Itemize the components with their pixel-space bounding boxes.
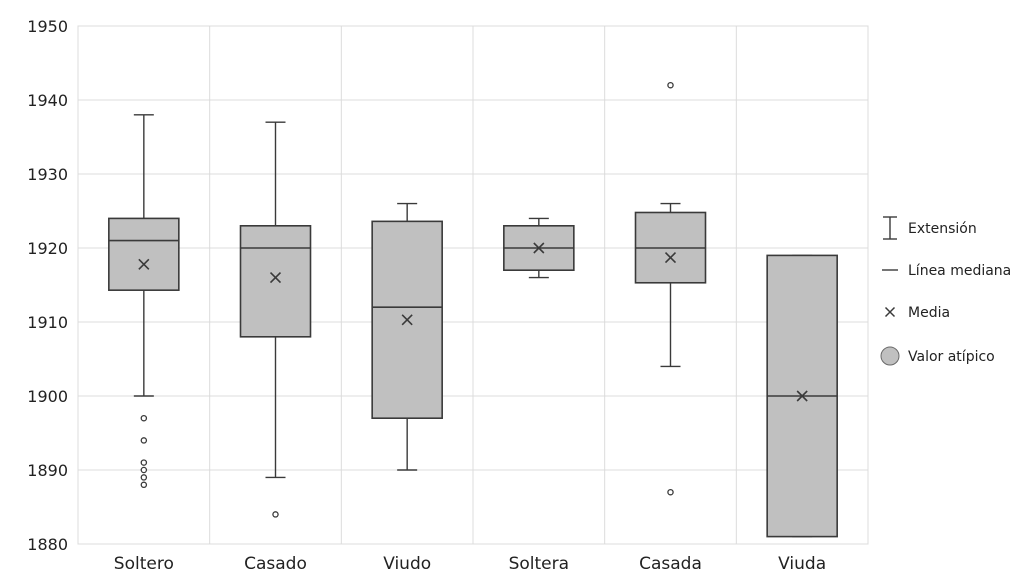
y-tick-label: 1950 <box>27 17 68 36</box>
x-tick-label: Casado <box>244 554 307 574</box>
mean-marker <box>269 272 282 284</box>
outlier-point <box>140 459 148 466</box>
box-group <box>371 202 443 471</box>
box-group <box>239 121 312 518</box>
outlier-point <box>272 511 279 518</box>
legend-item: Extensión <box>883 216 977 240</box>
y-tick-label: 1940 <box>27 91 68 110</box>
outlier-point <box>140 466 148 474</box>
y-axis-tick-labels: 1880 1890 1900 1910 1920 1930 1940 1950 <box>27 17 68 554</box>
legend-label: Extensión <box>908 221 977 237</box>
outlier-point <box>140 414 148 422</box>
mean-marker <box>664 252 677 264</box>
box-iqr <box>108 217 180 291</box>
box-group <box>503 217 575 279</box>
grid-lines <box>77 25 869 545</box>
outlier-point <box>140 481 148 489</box>
x-tick-label: Viuda <box>778 554 826 574</box>
outlier-point <box>667 81 674 89</box>
legend-label: Media <box>908 305 950 321</box>
x-tick-label: Soltero <box>114 554 174 574</box>
x-tick-label: Casada <box>639 554 702 574</box>
box-iqr <box>239 225 312 338</box>
x-tick-label: Viudo <box>383 554 431 574</box>
legend-outlier-icon <box>880 346 900 366</box>
mean-marker <box>401 314 413 326</box>
x-tick-label: Soltera <box>509 554 569 574</box>
y-tick-label: 1910 <box>27 313 68 332</box>
legend-label: Línea mediana <box>908 263 1011 279</box>
outlier-point <box>667 488 674 496</box>
legend-mean-icon <box>884 306 896 318</box>
mean-marker <box>796 390 808 402</box>
y-tick-label: 1930 <box>27 165 68 184</box>
legend-item: Línea mediana <box>882 263 1011 279</box>
y-tick-label: 1880 <box>27 535 68 554</box>
boxes <box>108 81 838 538</box>
box-group <box>634 81 707 496</box>
legend-label: Valor atípico <box>908 349 995 365</box>
legend: Extensión Línea mediana Media Valor atípico <box>880 216 1011 366</box>
legend-item: Media <box>884 305 950 321</box>
y-tick-label: 1920 <box>27 239 68 258</box>
x-axis-tick-labels: Soltero Casado Viudo Soltera Casada Viuda <box>114 554 826 574</box>
mean-marker <box>533 242 545 254</box>
mean-marker <box>138 258 150 270</box>
y-tick-label: 1900 <box>27 387 68 406</box>
box-group <box>766 254 838 538</box>
outlier-point <box>140 474 148 481</box>
y-tick-label: 1890 <box>27 461 68 480</box>
box-group <box>108 114 180 489</box>
outlier-point <box>140 437 148 444</box>
legend-item: Valor atípico <box>880 346 995 366</box>
